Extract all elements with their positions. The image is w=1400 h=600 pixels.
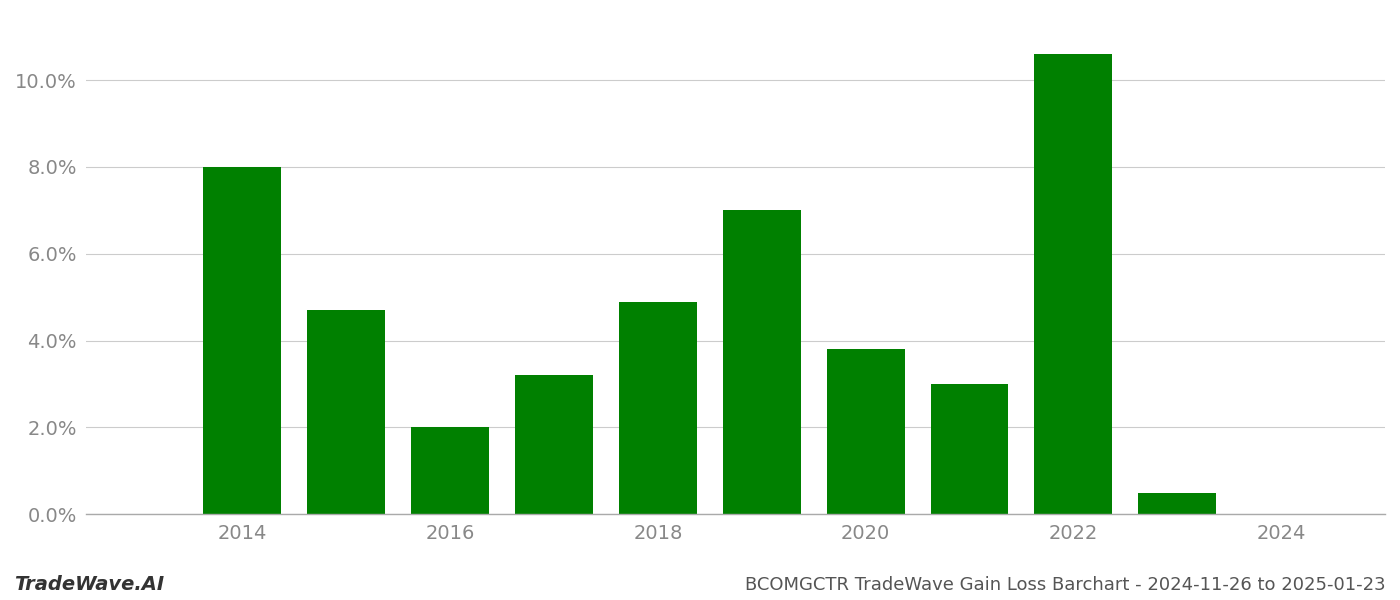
Bar — [826, 349, 904, 514]
Bar — [1035, 54, 1113, 514]
Bar — [619, 302, 697, 514]
Bar — [1138, 493, 1217, 514]
Bar — [412, 427, 489, 514]
Bar — [931, 384, 1008, 514]
Bar — [203, 167, 281, 514]
Bar — [307, 310, 385, 514]
Bar — [722, 211, 801, 514]
Bar — [515, 376, 592, 514]
Text: BCOMGCTR TradeWave Gain Loss Barchart - 2024-11-26 to 2025-01-23: BCOMGCTR TradeWave Gain Loss Barchart - … — [745, 576, 1386, 594]
Text: TradeWave.AI: TradeWave.AI — [14, 575, 164, 594]
